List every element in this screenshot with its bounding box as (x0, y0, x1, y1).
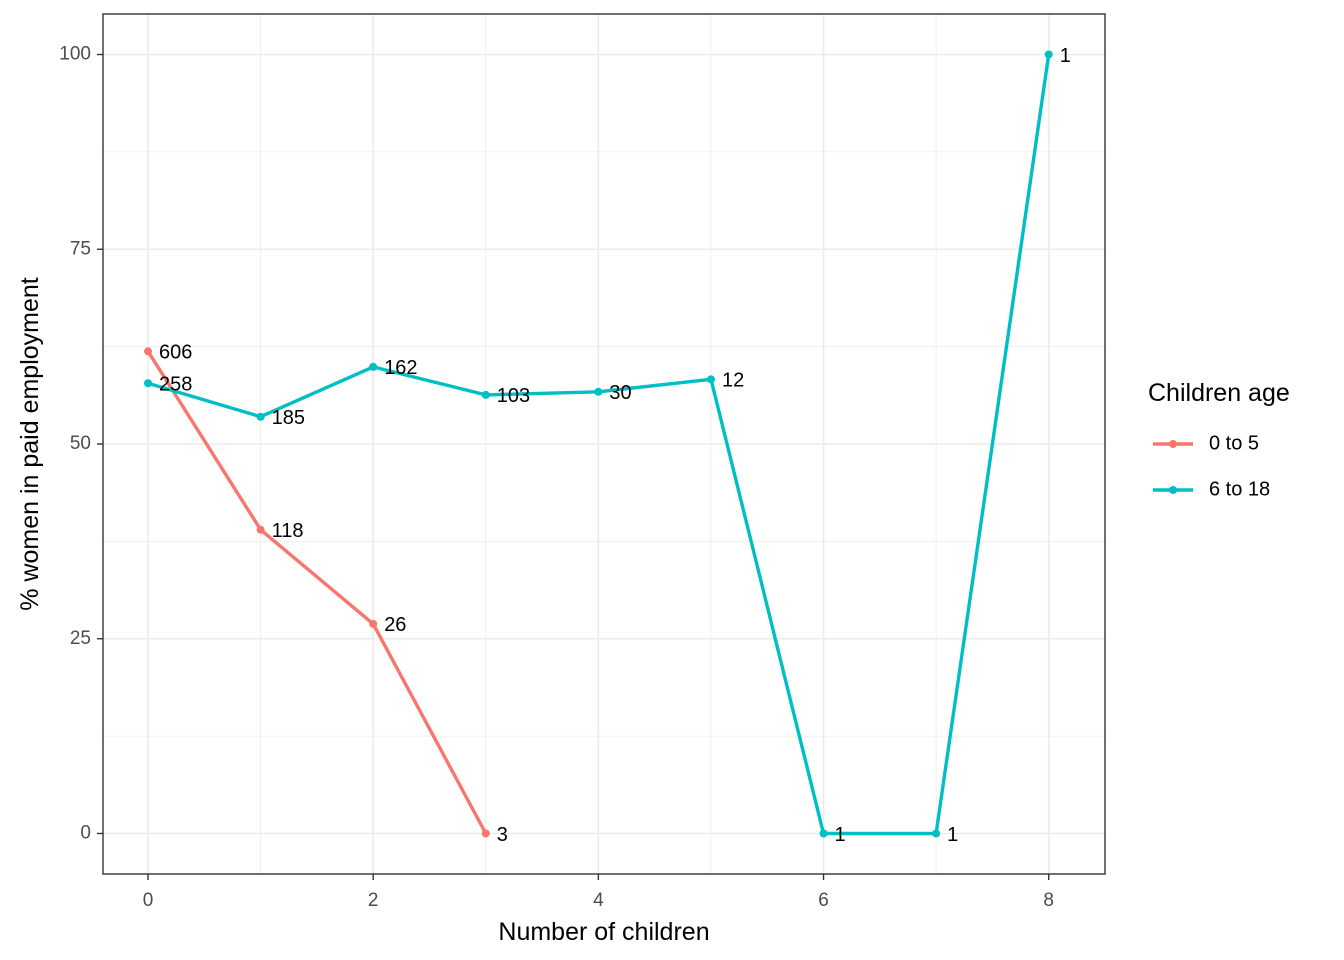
x-tick-label: 4 (593, 890, 604, 911)
data-point (594, 387, 603, 396)
series-line-0 (146, 350, 488, 835)
data-label: 258 (159, 374, 192, 396)
y-tick-label: 100 (59, 44, 91, 65)
y-tick-label: 0 (80, 823, 91, 844)
x-tick-label: 0 (143, 890, 154, 911)
x-tick-label: 8 (1043, 890, 1054, 911)
data-label: 1 (1060, 45, 1071, 67)
data-label: 103 (497, 385, 530, 407)
data-label: 606 (159, 342, 192, 364)
data-point (481, 390, 490, 399)
data-point (819, 829, 828, 838)
data-point (144, 379, 153, 388)
x-tick-label: 6 (818, 890, 829, 911)
data-label: 3 (497, 824, 508, 846)
data-point (932, 829, 941, 838)
series-layer (144, 50, 1053, 838)
major-gridlines (103, 14, 1105, 874)
axes: 0 2 4 6 8 0 25 50 75 100 (59, 44, 1054, 911)
legend-title: Children age (1148, 379, 1290, 407)
x-tick-label: 2 (368, 890, 379, 911)
legend-label: 0 to 5 (1209, 432, 1259, 454)
data-point (256, 412, 265, 421)
data-label: 162 (384, 357, 417, 379)
data-labels: 606 118 26 3 258 185 162 103 30 12 1 1 1 (159, 45, 1071, 846)
data-point (706, 375, 715, 384)
data-point (481, 829, 490, 838)
data-label: 30 (609, 382, 631, 404)
data-point (256, 525, 265, 534)
data-label: 12 (722, 370, 744, 392)
data-label: 1 (947, 824, 958, 846)
y-axis-title: % women in paid employment (16, 277, 44, 611)
data-point (369, 619, 378, 628)
legend-key-point (1169, 486, 1177, 494)
data-label: 118 (272, 520, 304, 542)
legend-label: 6 to 18 (1209, 478, 1270, 500)
x-axis-title: Number of children (498, 918, 709, 946)
y-tick-label: 50 (70, 433, 91, 454)
y-tick-label: 75 (70, 238, 91, 259)
data-point (369, 362, 378, 371)
data-point (144, 347, 153, 356)
data-label: 1 (835, 824, 846, 846)
y-tick-label: 25 (70, 628, 91, 649)
data-label: 185 (272, 407, 305, 429)
legend-key-point (1169, 440, 1177, 448)
legend: Children age 0 to 5 6 to 18 (1148, 379, 1290, 500)
data-point (1044, 50, 1053, 59)
data-label: 26 (384, 614, 406, 636)
